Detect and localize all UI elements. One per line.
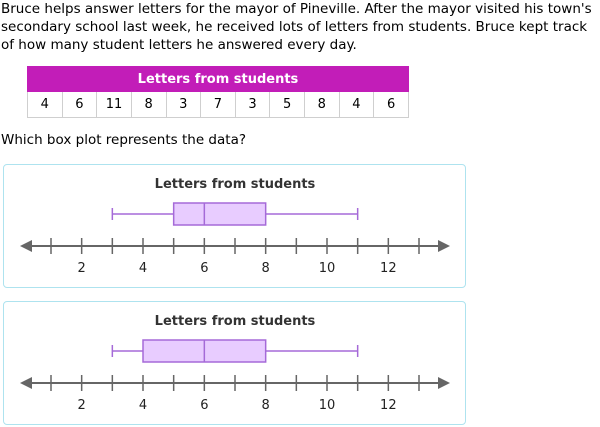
question-text: Which box plot represents the data? xyxy=(1,132,247,148)
tick-label: 12 xyxy=(380,398,397,413)
left-arrow-icon xyxy=(20,377,32,389)
table-cell: 7 xyxy=(200,91,236,118)
tick-label: 12 xyxy=(380,261,397,276)
tick-label: 4 xyxy=(139,261,147,276)
table-cell: 3 xyxy=(165,91,202,118)
table-cell: 8 xyxy=(304,91,340,118)
tick-label: 8 xyxy=(262,261,270,276)
right-arrow-icon xyxy=(438,377,450,389)
right-arrow-icon xyxy=(438,240,450,252)
table-cell: 8 xyxy=(130,91,167,118)
table-row: 4 6 11 8 3 7 3 5 8 4 6 xyxy=(27,91,409,118)
tick-label: 8 xyxy=(262,398,270,413)
tick-label: 10 xyxy=(319,261,336,276)
table-cell: 6 xyxy=(61,91,98,118)
tick-label: 2 xyxy=(78,261,86,276)
answer-option-a[interactable]: Letters from students 2 4 6 8 10 12 xyxy=(3,164,466,288)
tick-label: 6 xyxy=(200,261,208,276)
data-table: Letters from students 4 6 11 8 3 7 3 5 8… xyxy=(27,66,409,118)
plot-title: Letters from students xyxy=(155,177,316,192)
table-cell: 4 xyxy=(338,91,375,118)
plot-title: Letters from students xyxy=(155,314,316,329)
table-cell: 6 xyxy=(373,91,409,118)
table-title: Letters from students xyxy=(27,66,409,92)
table-cell: 11 xyxy=(96,91,132,118)
tick-label: 4 xyxy=(139,398,147,413)
box-plot-b: Letters from students 2 4 6 8 10 12 xyxy=(20,314,450,413)
tick-label: 6 xyxy=(200,398,208,413)
table-cell: 4 xyxy=(27,91,63,118)
tick-label: 2 xyxy=(78,398,86,413)
table-cell: 5 xyxy=(269,91,305,118)
problem-text: Bruce helps answer letters for the mayor… xyxy=(1,1,592,53)
left-arrow-icon xyxy=(20,240,32,252)
iqr-box xyxy=(172,202,267,226)
tick-label: 10 xyxy=(319,398,336,413)
box-plot-a: Letters from students 2 4 6 8 10 12 xyxy=(20,177,450,276)
table-cell: 3 xyxy=(234,91,271,118)
answer-option-b[interactable]: Letters from students 2 4 6 8 10 12 xyxy=(3,301,466,425)
